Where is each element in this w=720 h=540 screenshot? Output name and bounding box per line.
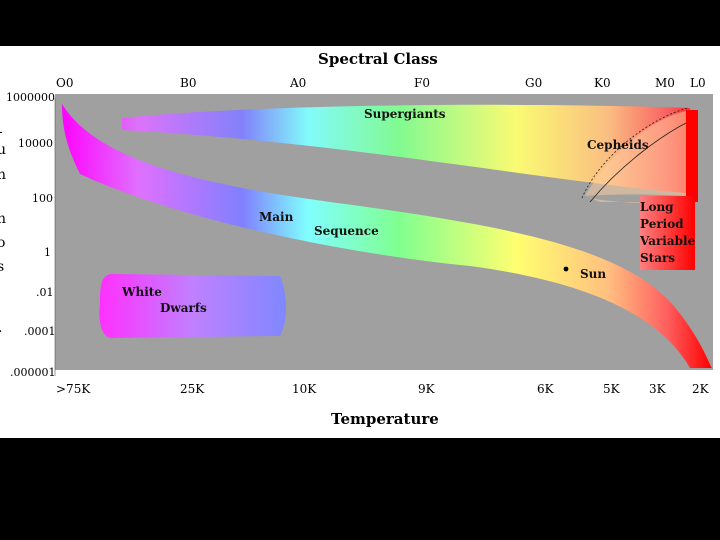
spectral-class-F0: F0 xyxy=(414,76,430,90)
label-cepheids: Cepheids xyxy=(587,138,649,152)
label-stars: Stars xyxy=(640,251,676,265)
side-letter-0: - xyxy=(0,124,3,140)
temperature-tick-3K: 3K xyxy=(649,382,666,396)
side-letter-3: n xyxy=(0,211,7,227)
side-letter-4: o xyxy=(0,235,6,251)
spectral-class-M0: M0 xyxy=(655,76,675,90)
temperature-tick-10K: 10K xyxy=(292,382,317,396)
spectral-class-O0: O0 xyxy=(56,76,74,90)
red-giant-region xyxy=(686,110,698,202)
luminosity-tick-.0001: .0001 xyxy=(24,325,56,338)
side-letter-1: u xyxy=(0,142,7,158)
supergiants-region xyxy=(122,104,698,194)
label-sequence: Sequence xyxy=(314,224,379,238)
label-period: Period xyxy=(640,217,684,231)
long-period-variable-region xyxy=(640,196,695,270)
cepheids-outline xyxy=(581,107,689,199)
side-letter-6: . xyxy=(0,320,2,336)
temperature-tick-2K: 2K xyxy=(692,382,709,396)
luminosity-tick-.01: .01 xyxy=(36,286,54,299)
spectral-class-L0: L0 xyxy=(690,76,706,90)
temperature-tick-9K: 9K xyxy=(418,382,435,396)
spectral-class-K0: K0 xyxy=(594,76,611,90)
temperature-tick-75K: >75K xyxy=(56,382,91,396)
temperature-tick-5K: 5K xyxy=(603,382,620,396)
spectral-class-B0: B0 xyxy=(180,76,197,90)
luminosity-tick-1000000: 1000000 xyxy=(6,91,55,104)
luminosity-tick-10000: 10000 xyxy=(18,137,53,150)
label-long: Long xyxy=(640,200,674,214)
label-sun: Sun xyxy=(580,267,607,281)
label-dwarfs: Dwarfs xyxy=(160,301,207,315)
cepheids-outline-lower xyxy=(589,121,689,203)
spectral-class-A0: A0 xyxy=(290,76,307,90)
luminosity-tick-100: 100 xyxy=(32,192,53,205)
label-white: White xyxy=(122,285,162,299)
side-letter-2: n xyxy=(0,167,7,183)
temperature-axis-label: Temperature xyxy=(331,410,439,428)
white-dwarfs-region xyxy=(99,274,286,338)
temperature-tick-6K: 6K xyxy=(537,382,554,396)
temperature-tick-25K: 25K xyxy=(180,382,205,396)
main-sequence-region xyxy=(62,104,712,368)
hr-diagram-plot xyxy=(54,94,713,376)
luminosity-tick-1: 1 xyxy=(44,246,51,259)
side-letter-5: s xyxy=(0,259,5,275)
label-variable: Variable xyxy=(640,234,696,248)
spectral-class-G0: G0 xyxy=(525,76,543,90)
diagram-title: Spectral Class xyxy=(318,50,438,68)
sun-marker xyxy=(563,266,569,272)
luminosity-tick-.000001: .000001 xyxy=(10,366,56,379)
hr-diagram-canvas: Spectral Class O0 B0 A0 F0 G0 K0 M0 L0 1… xyxy=(0,46,720,438)
cepheids-region xyxy=(585,110,690,204)
label-main: Main xyxy=(259,210,294,224)
label-supergiants: Supergiants xyxy=(364,107,446,121)
